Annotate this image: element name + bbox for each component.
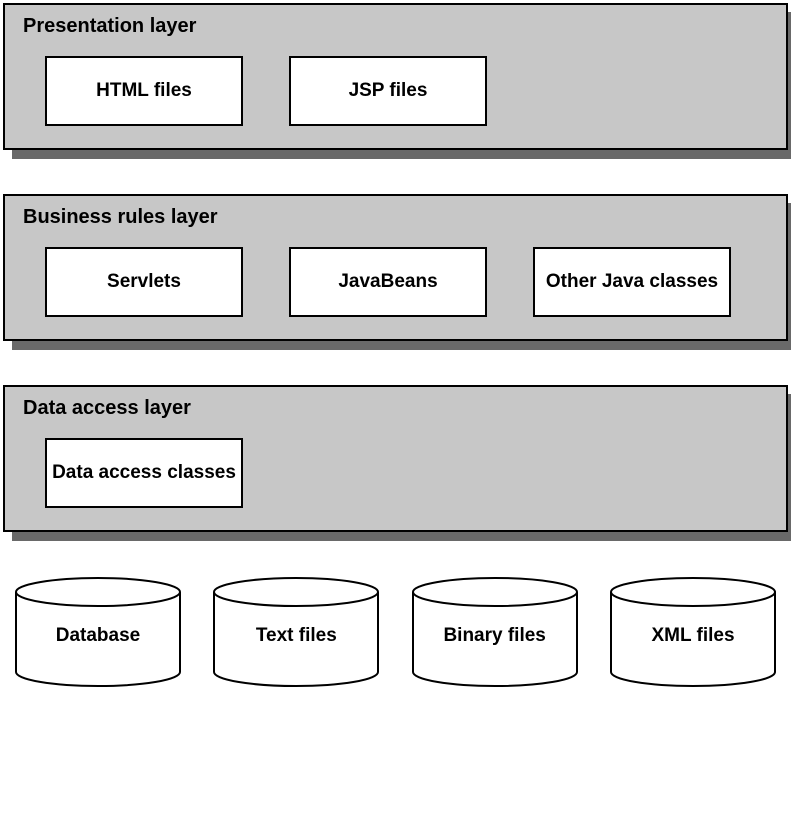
cylinders-row: Database Text files Binary files XML fil… — [3, 576, 788, 688]
cylinder-text-files: Text files — [211, 576, 381, 688]
box-other-java-classes: Other Java classes — [533, 247, 731, 317]
box-data-access-classes: Data access classes — [45, 438, 243, 508]
box-jsp-files: JSP files — [289, 56, 487, 126]
boxes-row: HTML files JSP files — [21, 56, 770, 126]
layer-data-access: Data access layer Data access classes — [3, 385, 788, 532]
cylinder-label: Binary files — [443, 625, 545, 647]
cylinder-xml-files: XML files — [608, 576, 778, 688]
layer-panel: Business rules layer Servlets JavaBeans … — [3, 194, 788, 341]
layer-title: Data access layer — [21, 397, 770, 420]
cylinder-label: Database — [56, 625, 141, 647]
cylinder-binary-files: Binary files — [410, 576, 580, 688]
box-html-files: HTML files — [45, 56, 243, 126]
cylinder-label: Text files — [256, 625, 337, 647]
layer-panel: Presentation layer HTML files JSP files — [3, 3, 788, 150]
boxes-row: Servlets JavaBeans Other Java classes — [21, 247, 770, 317]
layer-title: Presentation layer — [21, 15, 770, 38]
layer-title: Business rules layer — [21, 206, 770, 229]
layer-panel: Data access layer Data access classes — [3, 385, 788, 532]
box-servlets: Servlets — [45, 247, 243, 317]
boxes-row: Data access classes — [21, 438, 770, 508]
cylinder-label: XML files — [651, 625, 734, 647]
cylinder-database: Database — [13, 576, 183, 688]
box-javabeans: JavaBeans — [289, 247, 487, 317]
layer-business-rules: Business rules layer Servlets JavaBeans … — [3, 194, 788, 341]
layer-presentation: Presentation layer HTML files JSP files — [3, 3, 788, 150]
